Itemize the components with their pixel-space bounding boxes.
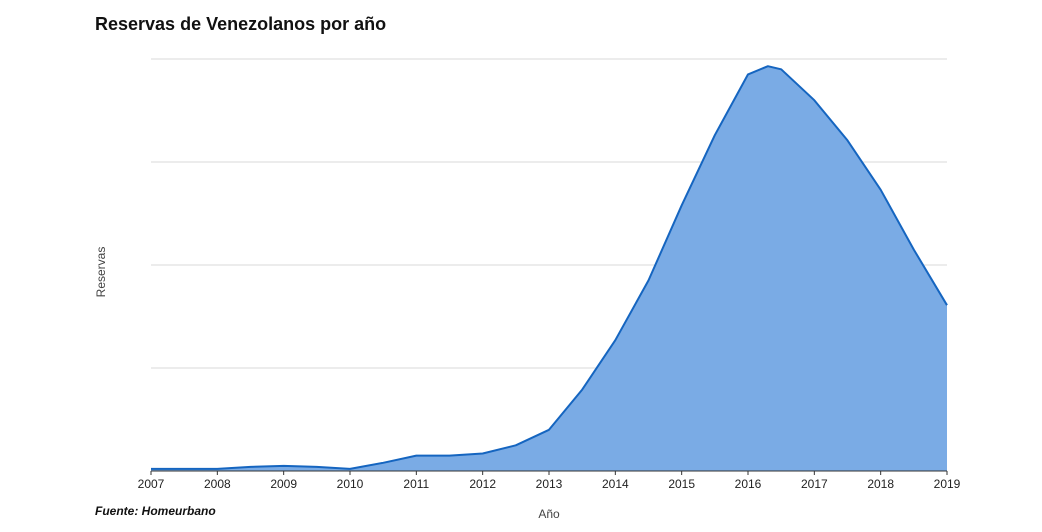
x-axis-title: Año	[538, 507, 560, 521]
x-tick-label: 2015	[668, 477, 695, 491]
x-tick-label: 2007	[138, 477, 165, 491]
x-tick-label: 2018	[867, 477, 894, 491]
y-axis-title: Reservas	[94, 247, 108, 298]
x-tick-label: 2019	[934, 477, 961, 491]
x-tick-label: 2009	[270, 477, 297, 491]
x-tick-label: 2013	[536, 477, 563, 491]
source: Fuente: Homeurbano	[95, 504, 216, 518]
x-tick-label: 2011	[403, 477, 429, 491]
x-tick-label: 2014	[602, 477, 629, 491]
area-line	[151, 65, 948, 470]
x-tick-label: 2016	[735, 477, 762, 491]
chart-title: Reservas de Venezolanos por año	[95, 14, 386, 34]
area-fill	[151, 66, 947, 471]
x-tick-label: 2008	[204, 477, 231, 491]
x-tick-label: 2010	[337, 477, 364, 491]
x-tick-label: 2012	[469, 477, 496, 491]
x-tick-label: 2017	[801, 477, 828, 491]
